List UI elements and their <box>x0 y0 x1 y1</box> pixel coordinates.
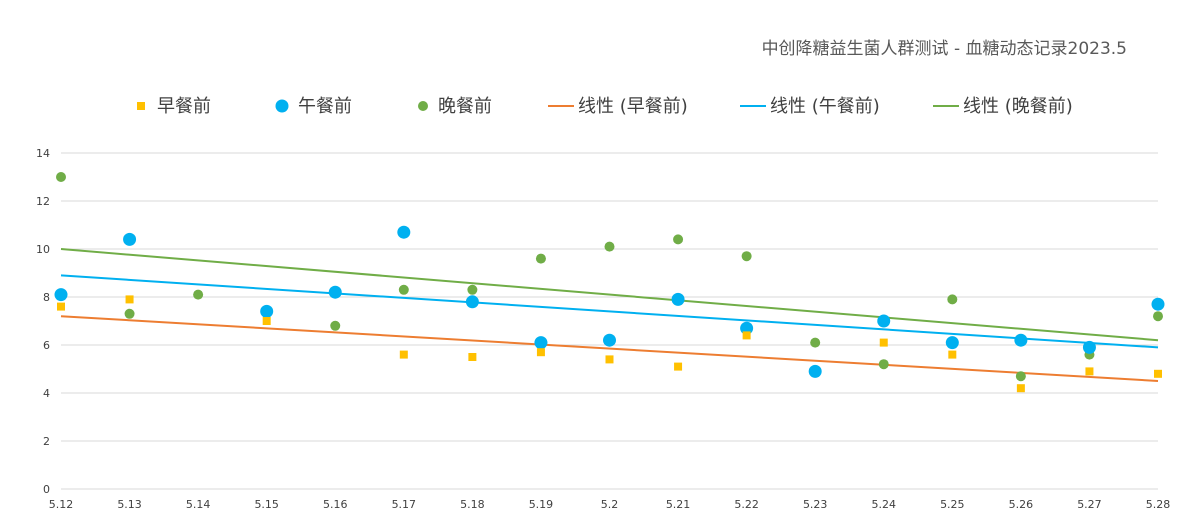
legend-marker <box>275 99 289 113</box>
legend-marker <box>137 102 145 110</box>
x-tick-label: 5.17 <box>392 498 417 511</box>
data-point <box>534 336 548 350</box>
x-tick-label: 5.21 <box>666 498 691 511</box>
data-point <box>54 288 68 302</box>
data-point <box>879 338 888 347</box>
data-point <box>1154 369 1162 378</box>
data-point <box>605 355 614 364</box>
y-tick-label: 2 <box>43 435 50 448</box>
data-point <box>125 295 134 304</box>
y-tick-label: 8 <box>43 291 50 304</box>
data-point <box>947 294 958 305</box>
data-point <box>1015 371 1026 382</box>
data-point <box>465 295 479 309</box>
legend-item: 午餐前 <box>275 96 352 117</box>
data-point <box>57 302 65 311</box>
data-point <box>945 336 959 350</box>
x-tick-label: 5.28 <box>1146 498 1171 511</box>
data-point <box>399 350 408 359</box>
data-point <box>535 253 546 264</box>
legend-label: 午餐前 <box>298 96 352 117</box>
y-tick-label: 6 <box>43 339 50 352</box>
data-point <box>603 333 616 347</box>
trendlines <box>60 248 1159 382</box>
x-tick-label: 5.23 <box>803 498 828 511</box>
data-point <box>1153 311 1163 322</box>
x-tick-label: 5.24 <box>872 498 897 511</box>
x-tick-label: 5.13 <box>117 498 142 511</box>
data-point <box>808 364 822 378</box>
x-tick-label: 5.2 <box>601 498 619 511</box>
y-tick-label: 4 <box>43 387 50 400</box>
data-point <box>1082 340 1096 354</box>
x-axis: 5.12 5.13 5.14 5.15 5.16 5.17 5.18 5.19 5.2 5.21 5… <box>49 498 1171 511</box>
x-tick-label: 5.26 <box>1009 498 1034 511</box>
legend-item: 线性 (早餐前) <box>548 96 688 117</box>
x-tick-label: 5.25 <box>940 498 965 511</box>
data-point <box>468 353 477 361</box>
legend-item: 线性 (晚餐前) <box>933 96 1073 117</box>
data-point <box>741 251 752 262</box>
x-tick-label: 5.27 <box>1077 498 1102 511</box>
y-tick-label: 12 <box>36 195 50 208</box>
x-tick-label: 5.18 <box>460 498 485 511</box>
data-point <box>397 225 411 239</box>
legend-item: 线性 (午餐前) <box>740 96 880 117</box>
data-points <box>54 172 1165 393</box>
grid <box>61 152 1158 490</box>
data-point <box>536 348 545 357</box>
x-tick-label: 5.16 <box>323 498 348 511</box>
legend-label: 线性 (午餐前) <box>770 96 880 117</box>
legend-label: 线性 (晚餐前) <box>963 96 1073 117</box>
legend-item: 晚餐前 <box>418 96 492 117</box>
data-point <box>673 234 684 245</box>
y-tick-label: 14 <box>36 147 50 160</box>
data-point <box>948 350 957 359</box>
trendline <box>60 274 1159 349</box>
data-point <box>878 359 889 370</box>
data-point <box>742 331 751 340</box>
data-point <box>1016 384 1025 393</box>
x-tick-label: 5.15 <box>254 498 279 511</box>
y-tick-label: 10 <box>36 243 50 256</box>
data-point <box>193 289 204 300</box>
x-tick-label: 5.19 <box>529 498 554 511</box>
x-tick-label: 5.12 <box>49 498 74 511</box>
data-point <box>671 292 685 306</box>
data-point <box>262 317 271 325</box>
data-point <box>260 304 274 318</box>
legend-label: 晚餐前 <box>438 96 492 117</box>
data-point <box>810 337 821 348</box>
data-point <box>123 232 137 246</box>
y-axis: 0 2 4 6 8 10 12 14 <box>36 147 50 496</box>
data-point <box>330 320 341 331</box>
data-point <box>1151 297 1165 311</box>
legend-label: 线性 (早餐前) <box>578 96 688 117</box>
trendline <box>60 315 1159 382</box>
legend-label: 早餐前 <box>157 96 211 117</box>
data-point <box>877 314 891 328</box>
legend-marker <box>418 101 428 111</box>
legend-item: 早餐前 <box>137 96 211 117</box>
data-point <box>604 241 615 252</box>
y-tick-label: 0 <box>43 483 50 496</box>
trendline <box>60 248 1159 342</box>
x-tick-label: 5.22 <box>734 498 759 511</box>
x-tick-label: 5.14 <box>186 498 211 511</box>
data-point <box>124 308 135 319</box>
data-point <box>674 362 683 371</box>
chart-title: 中创降糖益生菌人群测试 - 血糖动态记录2023.5 <box>762 39 1127 59</box>
data-point <box>1014 333 1028 347</box>
data-point <box>328 285 342 299</box>
data-point <box>56 172 66 182</box>
legend: 早餐前 午餐前 晚餐前 线性 (早餐前) 线性 (午餐前) 线性 (晚餐前) <box>137 96 1073 117</box>
data-point <box>1085 367 1094 376</box>
data-point <box>398 284 409 295</box>
data-point <box>467 284 478 295</box>
